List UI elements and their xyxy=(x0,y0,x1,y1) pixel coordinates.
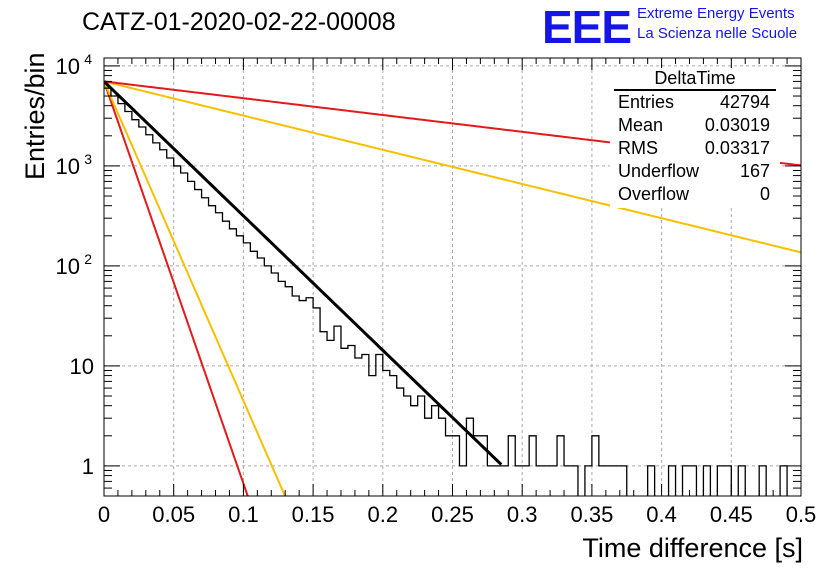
x-tick-label: 0.25 xyxy=(431,502,474,527)
stats-row-entries: Entries 42794 xyxy=(610,91,780,114)
x-tick-label: 0.4 xyxy=(646,502,677,527)
stats-value: 0.03019 xyxy=(704,115,770,135)
y-tick-exponent: 2 xyxy=(84,251,92,267)
stats-value: 0.03317 xyxy=(704,138,770,158)
x-tick-label: 0.3 xyxy=(507,502,538,527)
stats-value: 167 xyxy=(739,161,770,181)
y-tick-label: 10 xyxy=(56,54,80,79)
stats-row-underflow: Underflow 167 xyxy=(610,160,780,183)
band-line-yellow-2 xyxy=(104,80,801,254)
stats-value: 0 xyxy=(759,184,770,204)
band-line-red-0 xyxy=(104,81,249,496)
x-tick-label: 0.5 xyxy=(786,502,817,527)
histogram-steps xyxy=(104,87,788,496)
stats-label: Mean xyxy=(618,115,664,135)
stats-label: Underflow xyxy=(618,161,700,181)
stats-row-mean: Mean 0.03019 xyxy=(610,114,780,137)
stats-row-rms: RMS 0.03317 xyxy=(610,137,780,160)
brand-line-1: Extreme Energy Events xyxy=(637,5,795,22)
stats-box: DeltaTime Entries 42794 Mean 0.03019 RMS… xyxy=(610,68,780,208)
x-tick-label: 0.35 xyxy=(570,502,613,527)
x-tick-label: 0.2 xyxy=(368,502,399,527)
y-tick-exponent: 3 xyxy=(84,151,92,167)
x-tick-label: 0.15 xyxy=(292,502,335,527)
stats-row-overflow: Overflow 0 xyxy=(610,183,780,206)
stats-label: Entries xyxy=(618,92,675,112)
stats-label: Overflow xyxy=(618,184,690,204)
chart-title: CATZ-01-2020-02-22-00008 xyxy=(82,8,396,36)
x-axis-label: Time difference [s] xyxy=(582,533,803,563)
y-axis-label: Entries/bin xyxy=(20,52,50,180)
y-tick-label: 10 xyxy=(70,354,94,379)
stats-value: 42794 xyxy=(719,92,770,112)
x-tick-label: 0 xyxy=(98,502,110,527)
y-tick-label: 10 xyxy=(56,154,80,179)
fit-curve xyxy=(104,80,503,466)
axes-layer: 0 0.05 0.1 0.15 0.2 0.25 0.3 0.35 0.4 0.45 0.5 1 10 1… xyxy=(56,51,817,527)
band-line-yellow-1 xyxy=(104,81,286,496)
histogram-layer xyxy=(104,80,788,496)
x-tick-label: 0.45 xyxy=(710,502,753,527)
stats-label: RMS xyxy=(618,138,658,158)
x-tick-label: 0.1 xyxy=(228,502,259,527)
brand-line-2: La Scienza nelle Scuole xyxy=(637,25,798,42)
stats-box-title: DeltaTime xyxy=(614,68,776,91)
y-tick-label: 10 xyxy=(56,254,80,279)
brand-text: Extreme Energy Events La Scienza nelle S… xyxy=(637,4,797,44)
eee-logo: EEE xyxy=(542,1,632,53)
y-tick-exponent: 4 xyxy=(84,51,92,67)
y-tick-label: 1 xyxy=(82,454,94,479)
x-tick-label: 0.05 xyxy=(152,502,195,527)
